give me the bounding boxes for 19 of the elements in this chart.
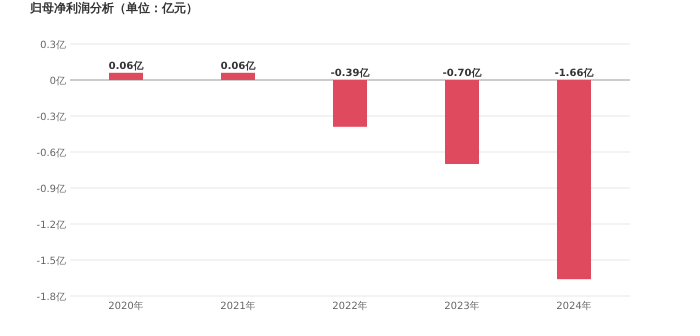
y-tick-label: -1.5亿 <box>36 256 66 267</box>
y-tick-label: 0.3亿 <box>40 40 66 51</box>
y-tick-label: -0.6亿 <box>36 148 66 159</box>
y-tick-label: -1.8亿 <box>36 292 66 303</box>
data-label: 0.06亿 <box>108 60 144 72</box>
y-tick-label: -0.9亿 <box>36 184 66 195</box>
y-tick-label: 0亿 <box>50 76 66 87</box>
x-tick-label: 2024年 <box>556 300 592 312</box>
y-tick-label: -0.3亿 <box>36 112 66 123</box>
x-tick-label: 2021年 <box>220 300 256 312</box>
x-tick-label: 2020年 <box>108 300 144 312</box>
x-tick-label: 2023年 <box>444 300 480 312</box>
data-label: -0.70亿 <box>442 67 482 79</box>
data-label: -1.66亿 <box>554 67 594 79</box>
x-tick-label: 2022年 <box>332 300 368 312</box>
y-tick-label: -1.2亿 <box>36 220 66 231</box>
data-label: 0.06亿 <box>220 60 256 72</box>
data-label: -0.39亿 <box>330 67 370 79</box>
chart-title: 归母净利润分析（单位：亿元） <box>29 1 198 15</box>
